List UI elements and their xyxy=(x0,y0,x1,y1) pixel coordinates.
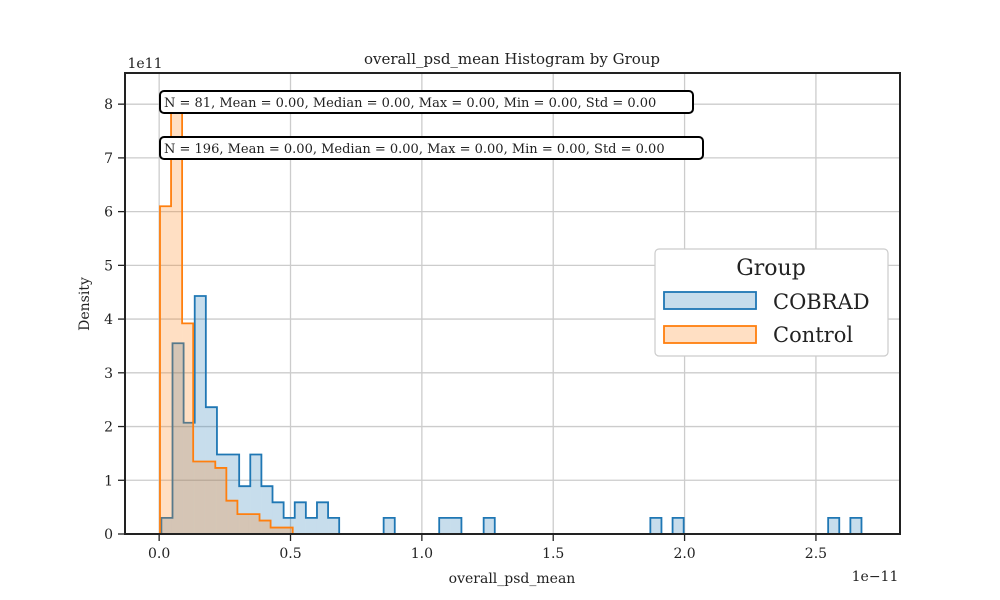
histogram-bar xyxy=(261,486,273,534)
y-tick-label: 8 xyxy=(104,97,113,113)
stats-annotation-cobrad: N = 81, Mean = 0.00, Median = 0.00, Max … xyxy=(159,90,694,114)
axis-ticks: 0.0 0.5 1.0 1.5 2.0 2.5 0 1 2 3 4 5 6 7 8 xyxy=(104,97,827,562)
histogram-bar xyxy=(650,517,662,534)
legend: Group COBRAD Control xyxy=(654,248,889,357)
histogram-bar xyxy=(204,461,216,534)
legend-title: Group xyxy=(736,256,806,281)
histogram-bar xyxy=(193,461,205,534)
y-tick-label: 7 xyxy=(104,151,113,167)
histogram-bar xyxy=(248,514,260,534)
histogram-bar xyxy=(226,500,238,534)
histogram-bar xyxy=(237,514,249,534)
legend-label-control: Control xyxy=(773,323,853,347)
y-tick-label: 6 xyxy=(104,205,113,221)
y-tick-label: 4 xyxy=(104,312,113,328)
plot-frame xyxy=(124,72,901,535)
y-tick-label: 2 xyxy=(104,420,113,436)
chart-title: overall_psd_mean Histogram by Group xyxy=(364,50,660,68)
histogram-bar xyxy=(672,517,684,534)
histogram-bar xyxy=(850,517,862,534)
stats-box xyxy=(159,90,694,114)
stats-text: N = 196, Mean = 0.00, Median = 0.00, Max… xyxy=(164,142,665,157)
histogram-bar xyxy=(383,517,395,534)
histogram-bar xyxy=(239,486,251,534)
histogram-bar xyxy=(250,454,262,534)
histogram-bar xyxy=(281,527,293,534)
histogram-bar xyxy=(215,467,227,534)
x-tick-label: 2.5 xyxy=(805,546,827,562)
histogram-bar xyxy=(228,454,240,534)
x-axis-offset-label: 1e−11 xyxy=(852,569,899,585)
legend-box xyxy=(654,248,889,357)
histogram-bar xyxy=(216,454,229,534)
series-control xyxy=(159,108,294,534)
histogram-bar xyxy=(439,517,451,534)
histogram-bar xyxy=(159,206,172,534)
histogram-bars xyxy=(159,108,863,535)
histogram-bar xyxy=(305,517,317,534)
histogram-bar xyxy=(483,517,495,534)
y-tick-label: 3 xyxy=(104,366,113,382)
histogram-bar xyxy=(328,517,340,534)
y-tick-label: 1 xyxy=(104,473,113,489)
stats-text: N = 81, Mean = 0.00, Median = 0.00, Max … xyxy=(164,96,656,111)
x-tick-label: 0.5 xyxy=(279,546,301,562)
histogram-bar xyxy=(183,422,195,534)
histogram-bar xyxy=(182,323,194,534)
x-axis-label: overall_psd_mean xyxy=(449,571,576,587)
stats-annotation-control: N = 196, Mean = 0.00, Median = 0.00, Max… xyxy=(159,136,704,160)
histogram-bar xyxy=(171,109,183,534)
y-axis-offset-label: 1e11 xyxy=(127,56,162,72)
y-axis-label: Density xyxy=(77,277,93,331)
series-cobrad xyxy=(160,295,863,535)
y-tick-label: 5 xyxy=(104,258,113,274)
histogram-bar xyxy=(316,502,329,534)
histogram-bar xyxy=(828,517,840,534)
legend-label-cobrad: COBRAD xyxy=(773,290,870,314)
histogram-bar xyxy=(272,502,284,534)
legend-swatch-cobrad xyxy=(663,291,757,310)
legend-swatch-control xyxy=(663,325,757,344)
histogram-bar xyxy=(294,502,306,534)
histogram-bar xyxy=(270,527,282,534)
histogram-bar xyxy=(172,343,184,534)
x-tick-label: 1.5 xyxy=(542,546,564,562)
histogram-bar xyxy=(259,520,271,534)
y-tick-label: 0 xyxy=(104,527,113,543)
x-tick-label: 0.0 xyxy=(148,546,170,562)
histogram-bar xyxy=(205,407,217,534)
x-tick-label: 2.0 xyxy=(673,546,695,562)
stats-box xyxy=(159,136,704,160)
histogram-bar xyxy=(161,517,173,534)
histogram-bar xyxy=(450,517,462,534)
x-tick-label: 1.0 xyxy=(411,546,433,562)
histogram-bar xyxy=(194,295,206,534)
histogram-bar xyxy=(283,517,295,534)
